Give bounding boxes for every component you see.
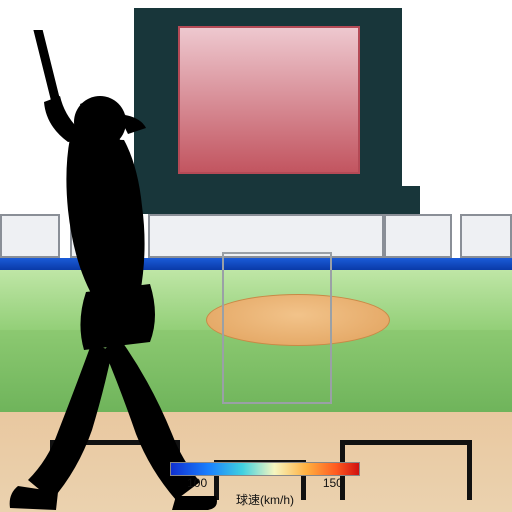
legend-tick-label: 100 bbox=[187, 476, 207, 490]
chalk-line bbox=[467, 440, 472, 500]
speed-legend-title: 球速(km/h) bbox=[170, 491, 360, 508]
strike-zone-box bbox=[222, 252, 332, 404]
legend-tick-label: 150 bbox=[323, 476, 343, 490]
wall-panel bbox=[460, 214, 512, 258]
wall-panel bbox=[384, 214, 452, 258]
batter-icon bbox=[0, 30, 230, 510]
chalk-line bbox=[340, 440, 472, 445]
speed-legend-gradient bbox=[170, 462, 360, 476]
speed-legend-ticks: 100 150 bbox=[170, 476, 360, 490]
speed-legend: 100 150 球速(km/h) bbox=[170, 462, 360, 508]
